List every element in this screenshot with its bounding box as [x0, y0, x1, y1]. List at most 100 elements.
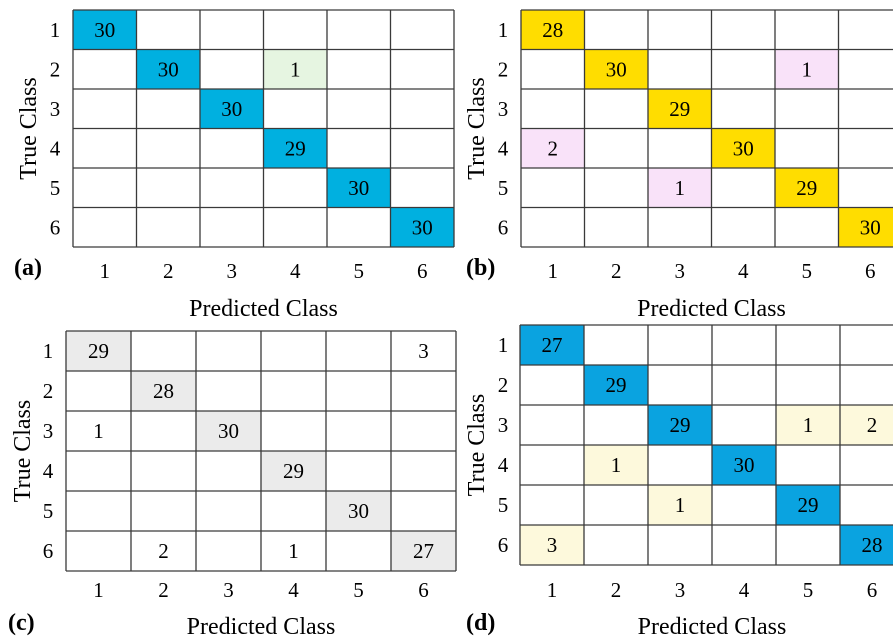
cell-count-label: 30: [158, 57, 179, 81]
matrix-cell: [200, 89, 264, 129]
matrix-cell: [326, 411, 391, 451]
y-tick-label: 3: [43, 419, 54, 443]
matrix-cell: [200, 168, 264, 208]
y-tick-label: 3: [498, 413, 509, 437]
matrix-cell: [711, 49, 775, 89]
matrix-cell: [840, 445, 893, 485]
matrix-cell: [136, 89, 200, 129]
matrix-cell: [263, 49, 327, 89]
matrix-cell: [711, 89, 775, 129]
matrix-cell: [584, 325, 648, 365]
x-tick-label: 5: [354, 259, 365, 283]
x-tick-label: 1: [548, 259, 559, 283]
matrix-cell: [840, 485, 893, 525]
matrix-cell: [648, 525, 712, 565]
matrix-cell: [712, 525, 776, 565]
matrix-cell: [391, 531, 456, 571]
matrix-cell: [263, 128, 327, 168]
matrix-cell: [775, 49, 839, 89]
y-tick-label: 4: [50, 136, 61, 160]
matrix-cell: [840, 365, 893, 405]
matrix-cell: [66, 531, 131, 571]
x-tick-label: 4: [738, 259, 749, 283]
matrix-cell: [584, 10, 648, 50]
matrix-cell: [584, 89, 648, 129]
matrix-cell: [261, 371, 326, 411]
matrix-cell: [584, 525, 648, 565]
y-tick-label: 5: [50, 176, 61, 200]
y-tick-label: 6: [43, 539, 54, 563]
matrix-cell: [66, 451, 131, 491]
confusion-matrix-panel: 29 3 28 1 30 29 30 2 1 27 1 2 3 4 5 6 1 2 3 4 5 6 Predicted Cl…: [8, 330, 457, 639]
cell-count-label: 28: [862, 533, 883, 557]
matrix-cell: [391, 491, 456, 531]
matrix-cell: [711, 128, 775, 168]
matrix-cell: [711, 168, 775, 208]
matrix-cell: [263, 10, 327, 50]
matrix-cell: [391, 411, 456, 451]
cell-count-label: 29: [283, 459, 304, 483]
matrix-cell: [838, 168, 893, 208]
x-axis-label: Predicted Class: [187, 614, 336, 639]
matrix-cell: [648, 445, 712, 485]
x-tick-label: 2: [163, 259, 174, 283]
x-tick-label: 1: [547, 578, 558, 602]
x-axis-label: Predicted Class: [189, 296, 338, 322]
cell-count-label: 3: [418, 339, 429, 363]
matrix-cell: [520, 365, 584, 405]
matrix-cell: [327, 10, 391, 50]
matrix-cell: [838, 89, 893, 129]
matrix-cell: [838, 10, 893, 50]
matrix-cell: [648, 365, 712, 405]
x-axis-label: Predicted Class: [638, 614, 787, 639]
matrix-cell: [136, 128, 200, 168]
cell-count-label: 27: [542, 333, 563, 357]
matrix-cell: [261, 491, 326, 531]
y-tick-label: 3: [50, 97, 61, 121]
x-tick-label: 4: [288, 578, 299, 602]
cell-count-label: 27: [413, 539, 434, 563]
matrix-cell: [648, 89, 712, 129]
matrix-cell: [711, 207, 775, 247]
cell-count-label: 1: [93, 419, 104, 443]
y-tick-label: 1: [498, 333, 509, 357]
matrix-cell: [261, 451, 326, 491]
matrix-cell: [196, 331, 261, 371]
y-tick-label: 1: [43, 339, 54, 363]
matrix-cell: [390, 10, 454, 50]
matrix-cell: [390, 168, 454, 208]
cell-count-label: 29: [285, 136, 306, 160]
cell-count-label: 29: [798, 493, 819, 517]
cell-count-label: 29: [670, 413, 691, 437]
matrix-cell: [776, 405, 840, 445]
matrix-cell: [200, 207, 264, 247]
cell-count-label: 2: [158, 539, 169, 563]
y-tick-label: 5: [498, 493, 509, 517]
confusion-matrix-panel: 27 29 29 1 2 1 30 1 29 3 28 1 2 3 4 5 6 1 2 3 4 5 6 Predicted C…: [464, 324, 893, 639]
x-tick-label: 5: [802, 259, 813, 283]
matrix-cell: [584, 365, 648, 405]
x-axis-label: Predicted Class: [637, 296, 786, 322]
matrix-cell: [327, 207, 391, 247]
matrix-cell: [648, 405, 712, 445]
cell-count-label: 30: [606, 57, 627, 81]
x-tick-label: 5: [353, 578, 364, 602]
matrix-cell: [326, 531, 391, 571]
matrix-cell: [196, 371, 261, 411]
matrix-cell: [584, 207, 648, 247]
matrix-cell: [775, 89, 839, 129]
matrix-cell: [520, 405, 584, 445]
matrix-cell: [66, 331, 131, 371]
panel-label: (c): [8, 610, 35, 636]
matrix-cell: [196, 411, 261, 451]
x-tick-label: 3: [227, 259, 238, 283]
x-tick-label: 6: [418, 578, 429, 602]
matrix-cell: [200, 10, 264, 50]
cell-count-label: 1: [802, 57, 813, 81]
y-tick-label: 1: [498, 18, 509, 42]
matrix-cell: [712, 365, 776, 405]
matrix-cell: [200, 49, 264, 89]
x-tick-label: 3: [675, 578, 686, 602]
matrix-cell: [520, 445, 584, 485]
matrix-cell: [136, 49, 200, 89]
